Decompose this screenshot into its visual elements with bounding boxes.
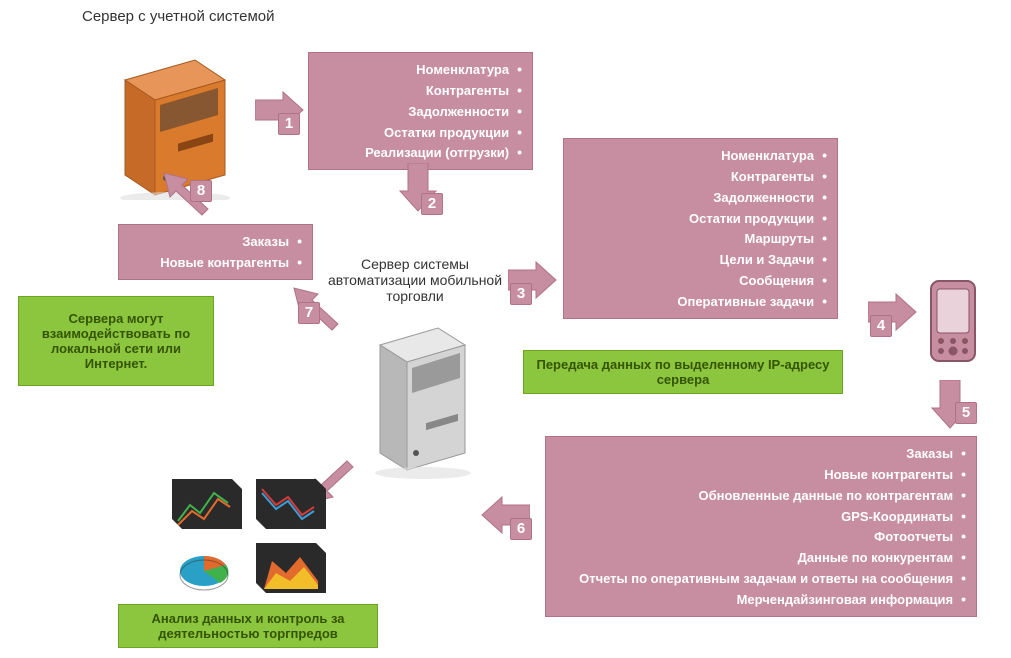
charts-icon [168, 475, 328, 600]
list-item: Контрагенты [574, 166, 827, 187]
pda-icon [925, 275, 985, 380]
box-5-list: Заказы Новые контрагенты Обновленные дан… [556, 443, 966, 610]
list-item: Отчеты по оперативным задачам и ответы н… [556, 568, 966, 589]
arrow-8-number: 8 [190, 180, 212, 202]
box-1-nomenclature: Номенклатура Контрагенты Задолженности О… [308, 52, 533, 170]
center-server-label: Сервер системы автоматизации мобильной т… [325, 256, 505, 304]
arrow-7-number: 7 [298, 302, 320, 324]
arrow-1-number: 1 [278, 113, 300, 135]
title-label: Сервер с учетной системой [82, 8, 275, 25]
arrow-5-number: 5 [955, 402, 977, 424]
box-5-orders-back: Заказы Новые контрагенты Обновленные дан… [545, 436, 977, 617]
list-item: Остатки продукции [574, 208, 827, 229]
list-item: Оперативные задачи [574, 291, 827, 312]
arrow-3-number: 3 [510, 283, 532, 305]
box-3-list: Номенклатура Контрагенты Задолженности О… [574, 145, 827, 312]
list-item: Задолженности [319, 101, 522, 122]
box-1-list: Номенклатура Контрагенты Задолженности О… [319, 59, 522, 163]
list-item: Фотоотчеты [556, 526, 966, 547]
list-item: Остатки продукции [319, 122, 522, 143]
list-item: Заказы [129, 231, 302, 252]
arrow-2-number: 2 [421, 193, 443, 215]
green-analysis: Анализ данных и контроль за деятельность… [118, 604, 378, 648]
green-ip-transfer: Передача данных по выделенному IP-адресу… [523, 350, 843, 394]
list-item: Контрагенты [319, 80, 522, 101]
list-item: Заказы [556, 443, 966, 464]
list-item: Обновленные данные по контрагентам [556, 485, 966, 506]
list-item: Номенклатура [319, 59, 522, 80]
list-item: Данные по конкурентам [556, 547, 966, 568]
list-item: GPS-Координаты [556, 506, 966, 527]
list-item: Новые контрагенты [129, 252, 302, 273]
list-item: Сообщения [574, 270, 827, 291]
box-3-data-out: Номенклатура Контрагенты Задолженности О… [563, 138, 838, 319]
list-item: Мерчендайзинговая информация [556, 589, 966, 610]
arrow-6-number: 6 [510, 518, 532, 540]
server-central-icon [360, 320, 480, 485]
box-8-orders: Заказы Новые контрагенты [118, 224, 313, 280]
list-item: Цели и Задачи [574, 249, 827, 270]
list-item: Задолженности [574, 187, 827, 208]
green-lan-internet: Сервера могут взаимодействовать по локал… [18, 296, 214, 386]
arrow-4-number: 4 [870, 315, 892, 337]
list-item: Новые контрагенты [556, 464, 966, 485]
list-item: Номенклатура [574, 145, 827, 166]
list-item: Реализации (отгрузки) [319, 142, 522, 163]
box-8-list: Заказы Новые контрагенты [129, 231, 302, 273]
list-item: Маршруты [574, 228, 827, 249]
